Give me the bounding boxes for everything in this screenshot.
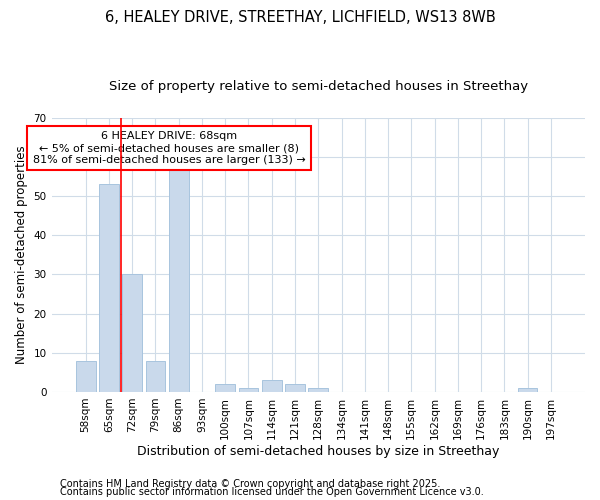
- Bar: [169, 168, 188, 392]
- Text: Contains HM Land Registry data © Crown copyright and database right 2025.: Contains HM Land Registry data © Crown c…: [60, 479, 440, 489]
- Bar: [285, 384, 305, 392]
- Bar: [518, 388, 538, 392]
- Bar: [239, 388, 259, 392]
- Bar: [146, 360, 166, 392]
- X-axis label: Distribution of semi-detached houses by size in Streethay: Distribution of semi-detached houses by …: [137, 444, 499, 458]
- Bar: [122, 274, 142, 392]
- Text: Contains public sector information licensed under the Open Government Licence v3: Contains public sector information licen…: [60, 487, 484, 497]
- Bar: [99, 184, 119, 392]
- Bar: [215, 384, 235, 392]
- Text: 6, HEALEY DRIVE, STREETHAY, LICHFIELD, WS13 8WB: 6, HEALEY DRIVE, STREETHAY, LICHFIELD, W…: [104, 10, 496, 25]
- Bar: [262, 380, 281, 392]
- Bar: [308, 388, 328, 392]
- Text: 6 HEALEY DRIVE: 68sqm
← 5% of semi-detached houses are smaller (8)
81% of semi-d: 6 HEALEY DRIVE: 68sqm ← 5% of semi-detac…: [32, 132, 305, 164]
- Bar: [76, 360, 95, 392]
- Title: Size of property relative to semi-detached houses in Streethay: Size of property relative to semi-detach…: [109, 80, 528, 93]
- Y-axis label: Number of semi-detached properties: Number of semi-detached properties: [15, 146, 28, 364]
